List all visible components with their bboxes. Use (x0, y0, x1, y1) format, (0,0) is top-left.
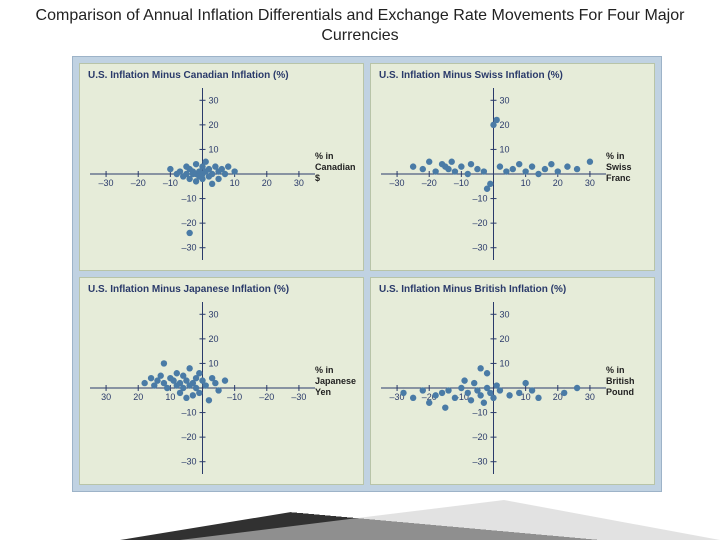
x-axis-label: % in Japanese Yen (315, 365, 361, 397)
svg-text:20: 20 (500, 120, 510, 130)
svg-text:30: 30 (209, 309, 219, 319)
svg-text:–10: –10 (227, 392, 242, 402)
panel-title: U.S. Inflation Minus Canadian Inflation … (80, 64, 363, 83)
svg-text:10: 10 (500, 144, 510, 154)
svg-text:–10: –10 (163, 178, 178, 188)
svg-text:–20: –20 (472, 432, 487, 442)
svg-text:–20: –20 (259, 392, 274, 402)
svg-text:10: 10 (209, 144, 219, 154)
panel-swiss: U.S. Inflation Minus Swiss Inflation (%)… (370, 63, 655, 271)
svg-text:–20: –20 (181, 218, 196, 228)
svg-text:30: 30 (294, 178, 304, 188)
svg-text:–30: –30 (99, 178, 114, 188)
svg-text:10: 10 (500, 358, 510, 368)
svg-text:–10: –10 (181, 408, 196, 418)
svg-text:30: 30 (585, 178, 595, 188)
svg-text:30: 30 (500, 95, 510, 105)
svg-text:–30: –30 (390, 178, 405, 188)
svg-text:30: 30 (101, 392, 111, 402)
svg-text:10: 10 (165, 392, 175, 402)
svg-text:–30: –30 (472, 457, 487, 467)
svg-text:–30: –30 (181, 243, 196, 253)
svg-text:20: 20 (209, 334, 219, 344)
svg-text:–20: –20 (181, 432, 196, 442)
svg-text:–30: –30 (472, 243, 487, 253)
svg-text:10: 10 (209, 358, 219, 368)
x-axis-label: % in Canadian $ (315, 151, 361, 183)
panel-grid: U.S. Inflation Minus Canadian Inflation … (79, 63, 655, 485)
svg-text:–10: –10 (454, 178, 469, 188)
svg-text:–10: –10 (472, 194, 487, 204)
figure-container: U.S. Inflation Minus Canadian Inflation … (72, 56, 662, 492)
panel-canadian: U.S. Inflation Minus Canadian Inflation … (79, 63, 364, 271)
svg-text:10: 10 (230, 178, 240, 188)
panel-title: U.S. Inflation Minus Japanese Inflation … (80, 278, 363, 297)
svg-text:20: 20 (553, 178, 563, 188)
svg-text:20: 20 (133, 392, 143, 402)
svg-text:–20: –20 (422, 178, 437, 188)
svg-text:–20: –20 (131, 178, 146, 188)
svg-text:30: 30 (585, 392, 595, 402)
panel-japanese: U.S. Inflation Minus Japanese Inflation … (79, 277, 364, 485)
svg-text:–30: –30 (181, 457, 196, 467)
svg-text:30: 30 (209, 95, 219, 105)
scatter-plot: –30 –20 –10 10 20 30 –30 –20 –10 10 20 30 (381, 88, 606, 260)
svg-text:20: 20 (262, 178, 272, 188)
scatter-plot: 30 20 10 –10 –20 –30 –30 –20 –10 10 20 30 (90, 302, 315, 474)
svg-text:–20: –20 (472, 218, 487, 228)
svg-text:–10: –10 (472, 408, 487, 418)
svg-text:20: 20 (209, 120, 219, 130)
panel-title: U.S. Inflation Minus Swiss Inflation (%) (371, 64, 654, 83)
svg-text:–10: –10 (181, 194, 196, 204)
svg-text:20: 20 (500, 334, 510, 344)
svg-text:30: 30 (500, 309, 510, 319)
x-axis-label: % in British Pound (606, 365, 652, 397)
svg-text:10: 10 (521, 178, 531, 188)
panel-british: U.S. Inflation Minus British Inflation (… (370, 277, 655, 485)
panel-title: U.S. Inflation Minus British Inflation (… (371, 278, 654, 297)
scatter-plot: –30 –20 –10 10 20 30 –30 –20 –10 10 20 30 (90, 88, 315, 260)
x-axis-label: % in Swiss Franc (606, 151, 652, 183)
page-title: Comparison of Annual Inflation Different… (0, 0, 720, 48)
scatter-plot: –30–20–10102030–30–20–10102030 (381, 302, 606, 474)
svg-text:–30: –30 (291, 392, 306, 402)
